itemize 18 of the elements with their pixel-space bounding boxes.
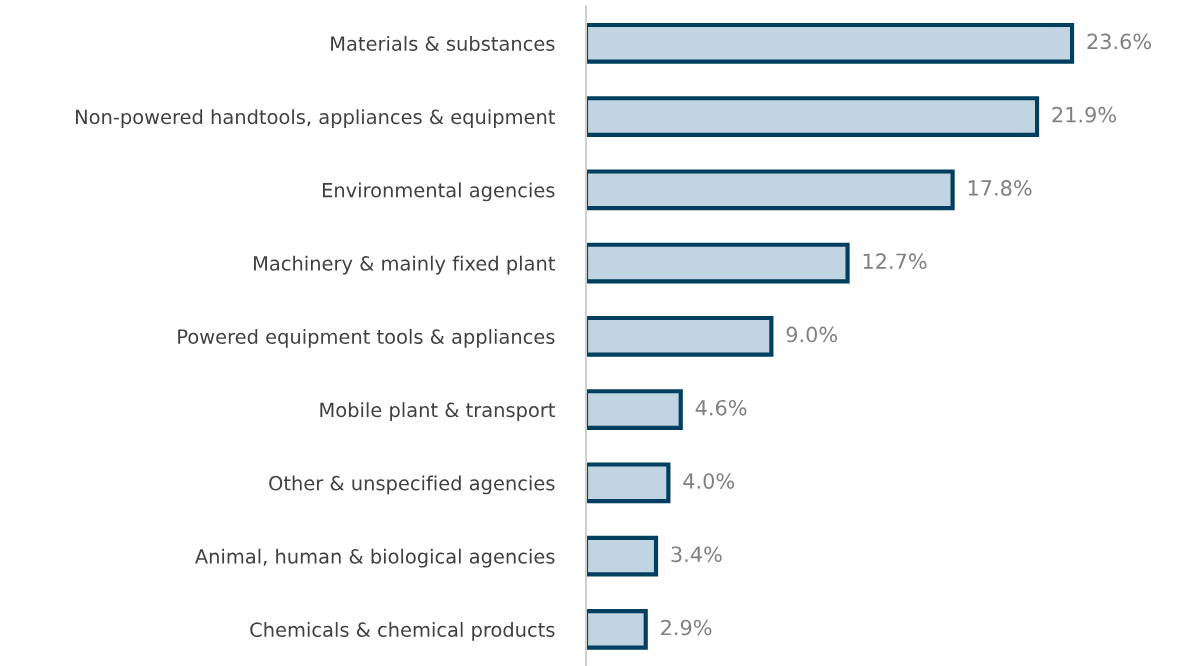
- y-tick-label: Other & unspecified agencies: [269, 475, 555, 495]
- y-tick-label: Environmental agencies: [322, 182, 555, 202]
- y-tick-label: Materials & substances: [331, 35, 555, 51]
- data-label: 12.7%: [863, 253, 927, 270]
- data-label: 23.6%: [1087, 33, 1151, 50]
- y-tick-label: Chemicals & chemical products: [250, 621, 555, 641]
- y-tick-label: Animal, human & biological agencies: [194, 548, 555, 568]
- data-label: 4.6%: [695, 399, 747, 416]
- data-label: 17.8%: [968, 180, 1032, 196]
- y-tick-label: Non-powered handtools, appliances & equipment: [76, 109, 555, 128]
- data-label: 9.0%: [786, 326, 838, 343]
- y-tick-label: Powered equipment tools & appliances: [178, 328, 555, 348]
- y-tick-label: Machinery & mainly fixed plant: [254, 255, 555, 275]
- data-label: 2.9%: [661, 619, 712, 636]
- y-tick-label: Mobile plant & transport: [320, 402, 555, 422]
- data-label: 21.9%: [1052, 106, 1116, 123]
- data-label: 3.4%: [671, 546, 722, 563]
- data-label: 4.0%: [683, 473, 735, 489]
